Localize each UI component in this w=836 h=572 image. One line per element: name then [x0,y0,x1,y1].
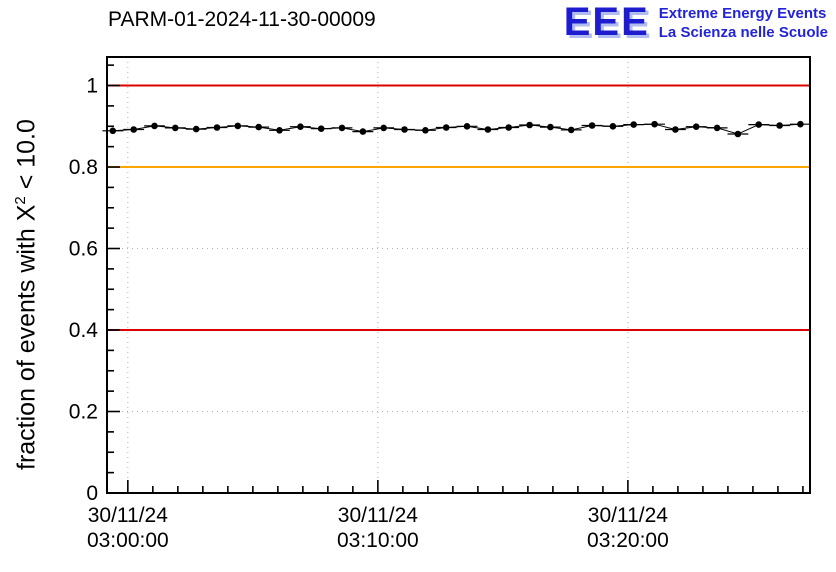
y-tick-label: 0.2 [69,401,98,424]
axis-tick-labels: 00.20.40.60.8130/11/2403:00:0030/11/2403… [69,75,669,552]
data-point [651,120,658,128]
data-point [672,126,679,133]
data-point [297,123,304,130]
y-tick-label: 1 [86,75,98,98]
eee-logo: EEE Extreme Energy Events La Scienza nel… [563,0,828,44]
data-point [609,123,617,130]
data-point [338,124,346,132]
data-point [422,127,429,134]
data-point [172,124,179,132]
reference-lines [107,84,810,332]
data-point [401,126,408,133]
x-tick-label-date: 30/11/24 [588,504,669,527]
data-point [317,125,325,132]
data-point [734,130,742,138]
data-point [567,126,575,134]
data-point [192,125,200,133]
data-point [505,124,512,131]
y-tick-label: 0.4 [69,319,99,342]
data-point [588,122,596,129]
x-tick-label-time: 03:10:00 [337,529,419,552]
data-point [755,121,762,128]
y-tick-label: 0.6 [69,238,98,261]
data-point [442,124,450,131]
data-point [109,127,117,135]
data-point [255,123,262,131]
x-tick-label-date: 30/11/24 [88,504,169,527]
plot-frame [106,56,811,494]
data-point [276,127,283,134]
data-series [102,120,811,138]
data-point [484,126,492,133]
data-point [692,123,700,130]
data-point [151,122,158,130]
eee-logo-tagline: Extreme Energy Events La Scienza nelle S… [659,3,828,42]
data-point [713,124,721,132]
y-tick-label: 0 [86,482,98,505]
chart-title: PARM-01-2024-11-30-00009 [108,8,376,31]
error-bars [102,122,811,136]
logo-line-1: Extreme Energy Events [658,5,827,22]
data-point [776,122,783,129]
data-point [234,122,242,130]
logo-line-2: La Scienza nelle Scuole [658,24,828,41]
eee-logo-text: EEE [563,0,650,44]
data-point [380,124,388,132]
data-point [547,123,554,131]
data-point [130,126,137,133]
axis-ticks [107,64,804,494]
data-point [463,123,471,130]
x-tick-label-time: 03:00:00 [87,529,169,552]
data-point [526,121,533,129]
data-point [213,124,221,131]
y-tick-label: 0.8 [69,156,98,179]
data-point [359,128,367,135]
x-tick-label-time: 03:20:00 [587,529,669,552]
data-point [797,120,804,128]
grid-lines [107,57,810,493]
x-tick-label-date: 30/11/24 [338,504,419,527]
data-point [630,121,637,128]
data-line [112,123,801,135]
